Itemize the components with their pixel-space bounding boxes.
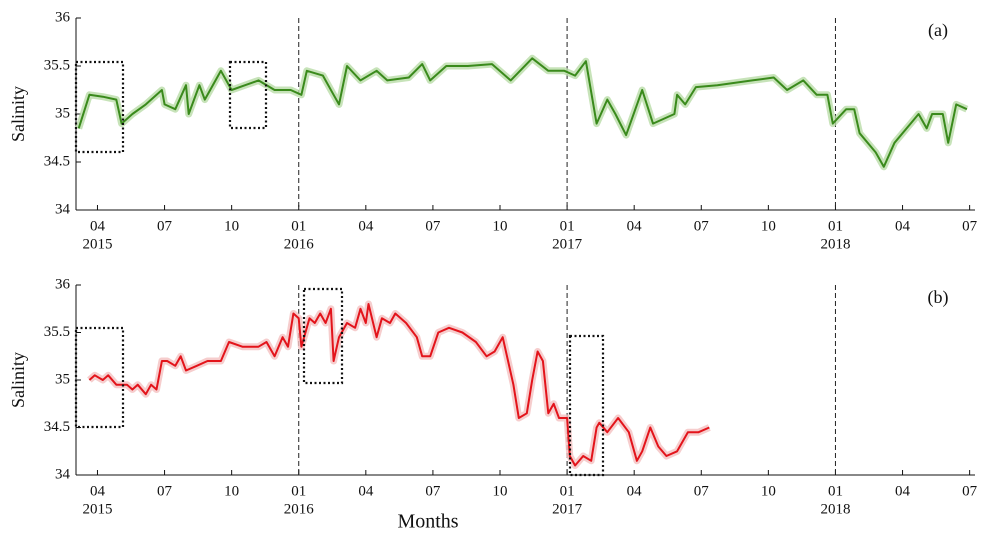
panel-label: (a) [928, 20, 948, 41]
uncertainty-band [75, 54, 969, 171]
y-tick-label: 35.5 [44, 57, 70, 73]
highlight-box [568, 334, 605, 477]
x-tick-label: 10 [761, 218, 776, 234]
x-tick-label: 07 [694, 483, 710, 499]
x-tick-label: 10 [493, 483, 508, 499]
x-tick-label: 01 [560, 218, 575, 234]
x-year-label: 2017 [552, 236, 583, 252]
y-axis-label: Salinity [8, 352, 28, 408]
x-tick-label: 04 [627, 218, 643, 234]
x-tick-label: 01 [560, 483, 575, 499]
x-tick-label: 10 [493, 218, 508, 234]
salinity-line [88, 303, 710, 467]
x-tick-label: 07 [962, 483, 978, 499]
x-tick-label: 04 [90, 218, 106, 234]
x-tick-label: 07 [157, 218, 173, 234]
y-tick-label: 35 [55, 105, 70, 121]
salinity-line [77, 57, 968, 168]
x-tick-label: 07 [425, 218, 441, 234]
x-year-label: 2015 [82, 236, 112, 252]
x-year-label: 2018 [820, 501, 850, 517]
highlight-box [302, 287, 344, 385]
highlight-box [74, 60, 125, 154]
y-tick-label: 34 [55, 201, 71, 217]
x-tick-label: 04 [895, 218, 911, 234]
x-tick-label: 10 [761, 483, 776, 499]
x-year-label: 2015 [82, 501, 112, 517]
y-tick-label: 35 [55, 371, 70, 387]
x-tick-label: 07 [425, 483, 441, 499]
x-tick-label: 07 [157, 483, 173, 499]
x-tick-label: 04 [627, 483, 643, 499]
x-tick-label: 10 [224, 483, 239, 499]
x-tick-label: 04 [90, 483, 106, 499]
y-tick-label: 34 [55, 466, 71, 482]
x-year-label: 2017 [552, 501, 583, 517]
x-tick-label: 04 [358, 218, 374, 234]
x-tick-label: 01 [828, 483, 843, 499]
y-tick-label: 34.5 [44, 419, 70, 435]
y-tick-label: 36 [55, 276, 71, 292]
x-tick-label: 01 [291, 218, 306, 234]
y-tick-label: 36 [55, 9, 71, 25]
x-tick-label: 10 [224, 218, 239, 234]
highlight-box [228, 60, 268, 130]
x-tick-label: 01 [291, 483, 306, 499]
x-tick-label: 04 [895, 483, 911, 499]
uncertainty-band [87, 300, 711, 469]
x-axis-label: Months [397, 511, 458, 533]
y-axis-label: Salinity [8, 86, 28, 142]
x-tick-label: 07 [694, 218, 710, 234]
panel-label: (b) [928, 287, 949, 308]
x-tick-label: 04 [358, 483, 374, 499]
x-tick-label: 01 [828, 218, 843, 234]
y-tick-label: 34.5 [44, 153, 70, 169]
x-year-label: 2018 [820, 236, 850, 252]
x-tick-label: 07 [962, 218, 978, 234]
highlight-box [74, 326, 125, 429]
y-tick-label: 35.5 [44, 324, 70, 340]
x-year-label: 2016 [284, 236, 315, 252]
x-year-label: 2016 [284, 501, 315, 517]
